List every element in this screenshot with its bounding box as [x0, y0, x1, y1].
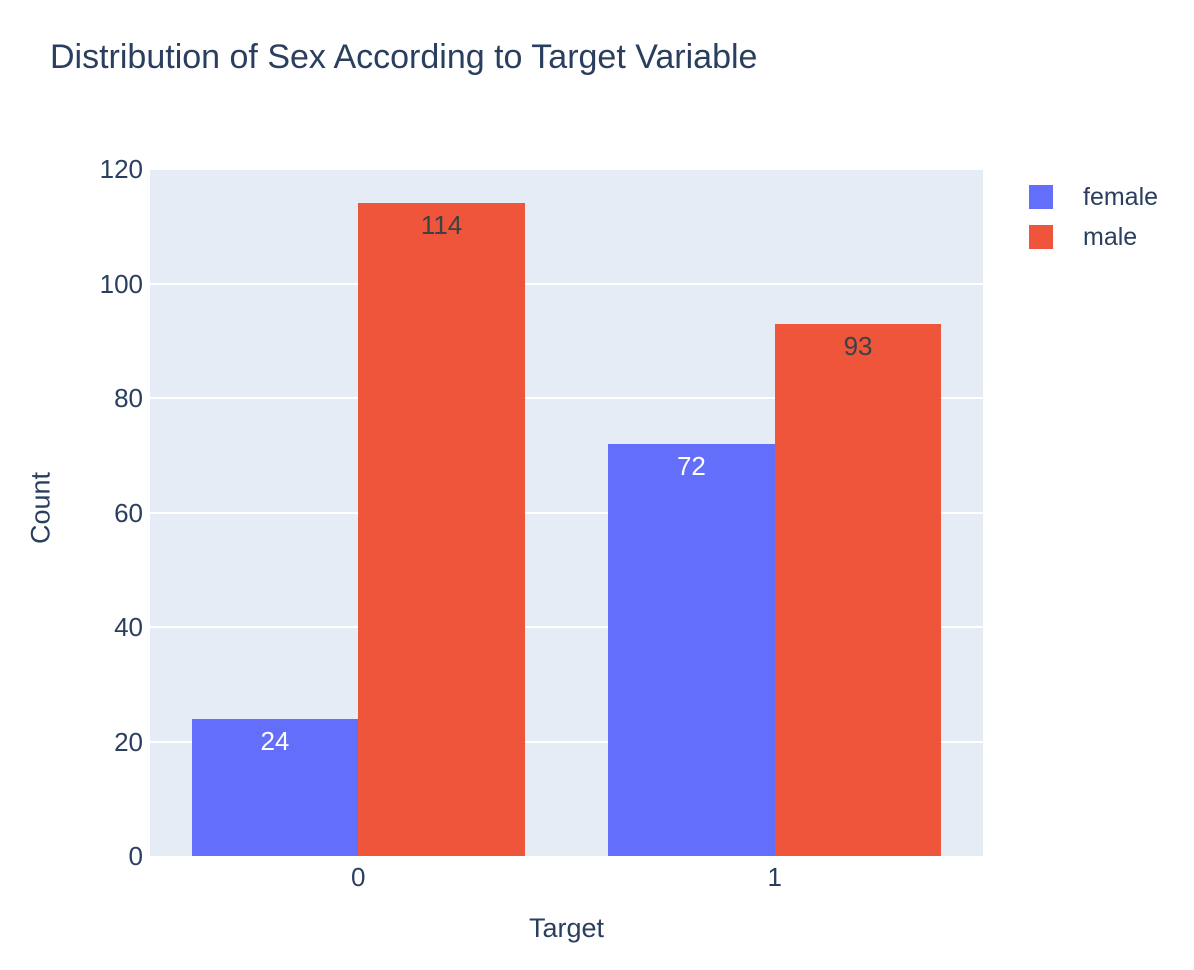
bar-female-target-0[interactable]: 24 [191, 718, 359, 856]
legend-swatch-female [1029, 185, 1053, 209]
gridline-y-80 [150, 397, 983, 399]
legend-swatch-male [1029, 225, 1053, 249]
legend-label-female: female [1083, 183, 1159, 211]
y-axis-title: Count [25, 471, 56, 545]
x-tick-label-1: 1 [767, 862, 782, 892]
bar-value-label: 24 [260, 725, 290, 756]
bar-value-label: 72 [676, 450, 706, 481]
bar-male-target-0[interactable]: 114 [358, 203, 525, 856]
y-tick-label-120: 120 [99, 154, 143, 184]
bar-male-target-1[interactable]: 93 [774, 323, 942, 856]
gridline-y-20 [150, 740, 983, 743]
y-tick-label-60: 60 [114, 497, 143, 528]
legend-item-female[interactable]: female [1029, 184, 1158, 210]
legend-label-male: male [1083, 223, 1138, 251]
bar-value-label: 93 [843, 330, 873, 361]
y-tick-label-40: 40 [114, 612, 143, 642]
gridline-y-40 [150, 626, 983, 628]
x-axis-title: Target [528, 913, 605, 943]
gridline-y-120 [150, 168, 983, 170]
y-tick-label-20: 20 [114, 726, 143, 757]
gridline-y-60 [150, 511, 983, 514]
gridline-y-100 [150, 282, 983, 285]
chart-title: Distribution of Sex According to Target … [50, 38, 758, 76]
x-tick-label-0: 0 [351, 862, 366, 892]
bar-female-target-1[interactable]: 72 [608, 443, 775, 856]
bar-value-label: 114 [420, 210, 463, 241]
y-tick-label-0: 0 [128, 841, 143, 871]
y-tick-label-80: 80 [114, 383, 143, 413]
legend-item-male[interactable]: male [1029, 224, 1158, 250]
legend: female male [1029, 184, 1158, 264]
y-tick-label-100: 100 [99, 268, 143, 299]
